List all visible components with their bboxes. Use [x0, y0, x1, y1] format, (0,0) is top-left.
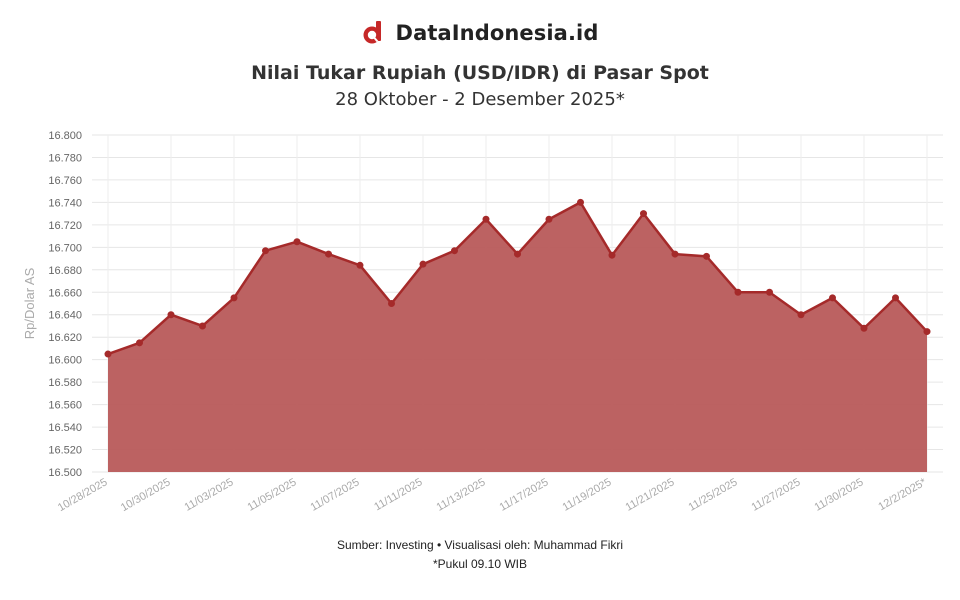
area-fill: [108, 202, 927, 472]
data-point[interactable]: [766, 288, 773, 296]
data-point[interactable]: [262, 247, 269, 255]
y-tick-label: 16.800: [48, 130, 82, 142]
data-point[interactable]: [356, 261, 364, 269]
y-tick-label: 16.660: [48, 287, 82, 299]
x-tick-label: 11/27/2025: [750, 476, 803, 514]
data-point[interactable]: [734, 288, 742, 296]
y-axis-title: Rp/Dolar AS: [22, 267, 37, 339]
data-point[interactable]: [293, 238, 301, 246]
x-tick-label: 11/11/2025: [372, 476, 424, 513]
x-tick-label: 11/19/2025: [561, 476, 614, 514]
dataindonesia-logo-icon: [363, 21, 381, 44]
x-tick-label: 11/03/2025: [183, 476, 236, 514]
data-point[interactable]: [167, 311, 175, 319]
data-point[interactable]: [829, 294, 836, 302]
data-point[interactable]: [671, 250, 679, 258]
y-tick-label: 16.760: [48, 175, 82, 187]
x-tick-label: 11/13/2025: [435, 476, 488, 514]
y-tick-label: 16.640: [48, 310, 82, 322]
x-tick-label: 10/28/2025: [56, 476, 110, 514]
data-point[interactable]: [136, 339, 143, 347]
data-point[interactable]: [797, 311, 805, 319]
data-point[interactable]: [860, 324, 868, 332]
x-tick-label: 11/30/2025: [813, 476, 866, 514]
data-point[interactable]: [923, 328, 931, 336]
y-tick-label: 16.700: [48, 242, 82, 254]
x-tick-label: 11/17/2025: [498, 476, 551, 514]
y-tick-label: 16.560: [48, 400, 82, 412]
y-tick-label: 16.540: [48, 422, 82, 434]
chart-title: Nilai Tukar Rupiah (USD/IDR) di Pasar Sp…: [251, 62, 709, 84]
data-point[interactable]: [514, 250, 521, 258]
data-point[interactable]: [640, 210, 647, 218]
data-point[interactable]: [199, 322, 206, 330]
y-tick-label: 16.580: [48, 377, 82, 389]
chart-area: [107, 201, 928, 472]
y-tick-label: 16.520: [48, 445, 82, 457]
y-tick-label: 16.620: [48, 332, 82, 344]
y-tick-label: 16.780: [48, 152, 82, 164]
data-point[interactable]: [230, 294, 238, 302]
x-tick-label: 11/07/2025: [309, 476, 362, 514]
x-tick-label: 12/2/2025*: [876, 476, 929, 513]
x-tick-label: 11/25/2025: [687, 476, 740, 514]
y-tick-label: 16.720: [48, 220, 82, 232]
y-tick-label: 16.680: [48, 265, 82, 277]
x-tick-label: 11/21/2025: [624, 476, 677, 514]
x-tick-label: 10/30/2025: [119, 476, 173, 514]
y-tick-label: 16.600: [48, 355, 82, 367]
data-point[interactable]: [703, 252, 710, 260]
data-point[interactable]: [892, 294, 899, 302]
x-tick-label: 11/05/2025: [246, 476, 299, 514]
time-note: *Pukul 09.10 WIB: [432, 557, 528, 571]
chart-subtitle: 28 Oktober - 2 Desember 2025*: [335, 89, 625, 110]
y-tick-label: 16.740: [48, 197, 82, 209]
data-point[interactable]: [608, 251, 616, 259]
y-axis: 16.500 16.520 16.540 16.560 16.580 16.600 16.6…: [48, 130, 82, 479]
data-points: [104, 198, 931, 358]
data-point[interactable]: [545, 215, 553, 223]
y-tick-label: 16.500: [48, 467, 82, 479]
data-point[interactable]: [577, 198, 584, 206]
data-point[interactable]: [451, 247, 458, 255]
data-point[interactable]: [482, 215, 490, 223]
x-axis: 10/28/2025 10/30/2025 11/03/2025 11/05/2025…: [56, 476, 929, 514]
data-point[interactable]: [325, 250, 332, 258]
data-point[interactable]: [388, 300, 395, 307]
source-credit: Sumber: Investing • Visualisasi oleh: Mu…: [336, 538, 624, 552]
brand-header: DataIndonesia.id: [0, 20, 960, 46]
data-point[interactable]: [419, 260, 427, 268]
data-point[interactable]: [104, 350, 112, 358]
brand-name: DataIndonesia.id: [395, 21, 599, 45]
